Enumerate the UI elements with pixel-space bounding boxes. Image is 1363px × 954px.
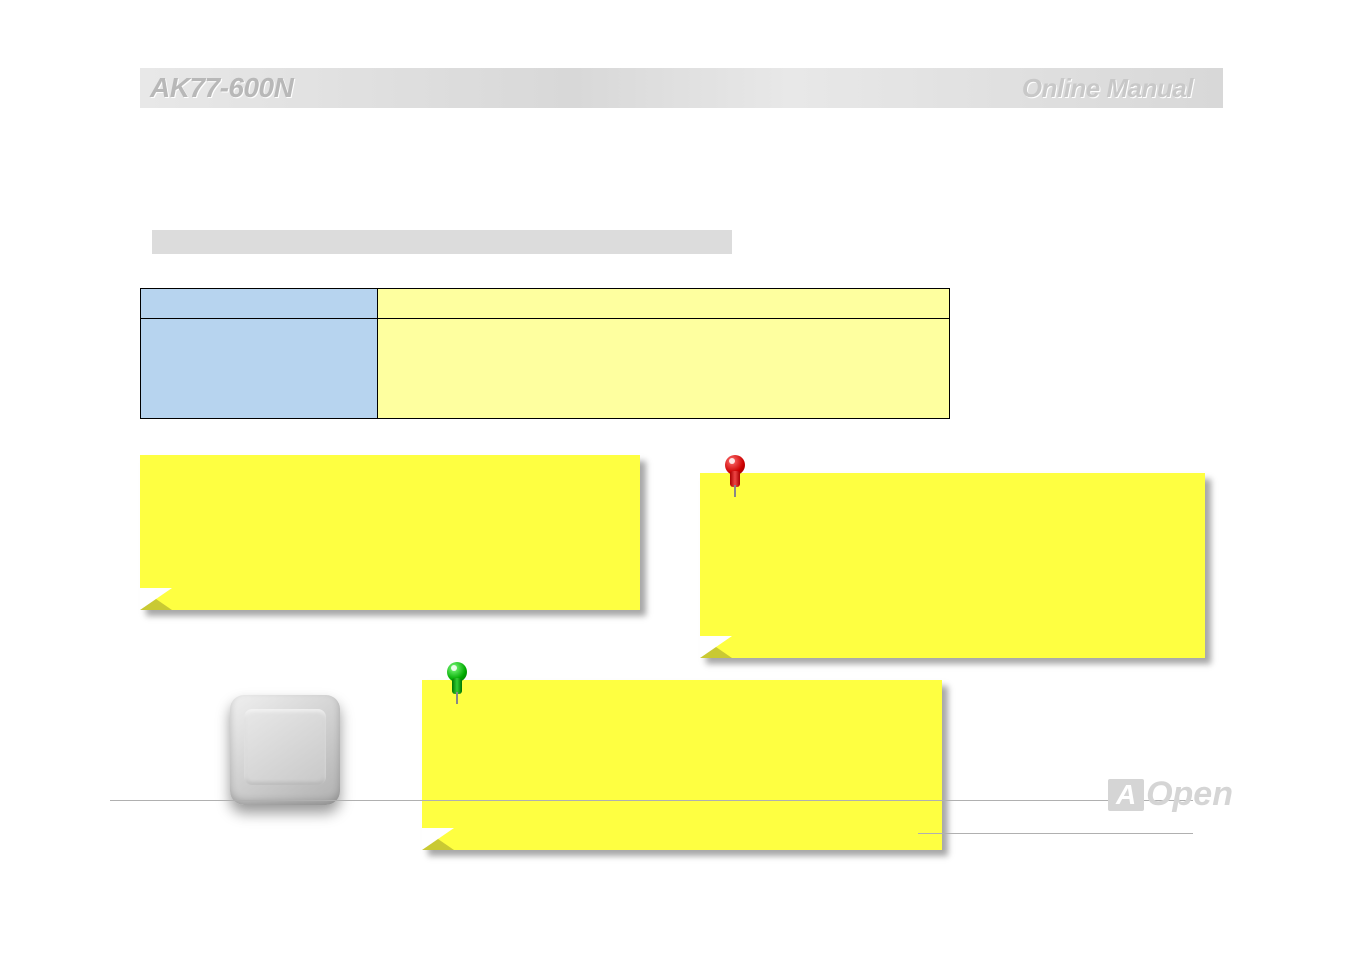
footer-divider [918, 833, 1193, 834]
doc-title: Online Manual [1022, 73, 1193, 104]
keyboard-key-icon [230, 695, 340, 805]
table-label-cell [141, 289, 378, 319]
table-value-cell [378, 289, 950, 319]
section-heading-bar [152, 230, 732, 254]
table-row [141, 319, 950, 419]
header-band: AK77-600N Online Manual [140, 68, 1223, 108]
note-sticky-1 [700, 473, 1205, 658]
table-row [141, 289, 950, 319]
config-table [140, 288, 950, 419]
page-curl-icon [140, 588, 172, 610]
table-value-cell [378, 319, 950, 419]
pushpin-green-icon [442, 662, 472, 707]
pushpin-red-icon [720, 455, 750, 500]
product-model: AK77-600N [150, 72, 293, 104]
warning-sticky-note [140, 455, 640, 610]
brand-logo: AOpen [1108, 775, 1233, 814]
table-label-cell [141, 319, 378, 419]
brand-logo-text: Open [1146, 775, 1233, 814]
brand-logo-initial: A [1108, 779, 1144, 811]
page-curl-icon [422, 828, 454, 850]
footer-divider [110, 800, 1193, 801]
note-sticky-2 [422, 680, 942, 850]
page-curl-icon [700, 636, 732, 658]
